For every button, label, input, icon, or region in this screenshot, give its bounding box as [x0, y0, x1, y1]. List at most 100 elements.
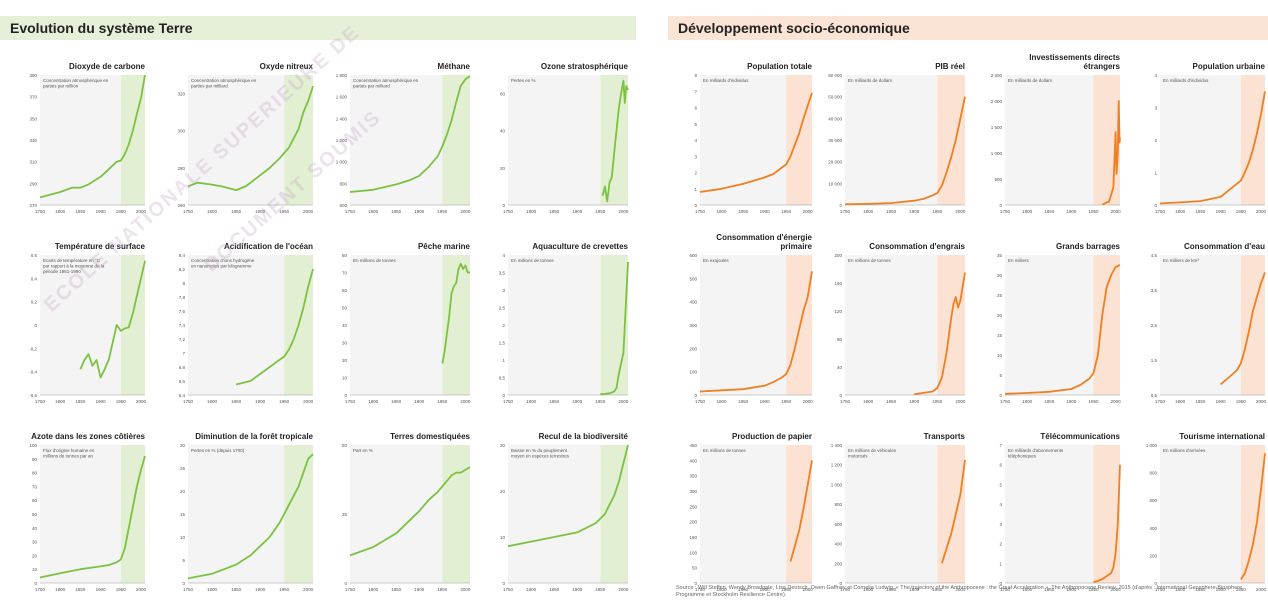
x-tick-label: 1850 [738, 587, 749, 592]
y-tick-label: 4 [694, 138, 697, 143]
x-tick-label: 1950 [1236, 399, 1247, 404]
y-tick-label: 450 [689, 443, 697, 448]
acceleration-band [600, 75, 628, 205]
x-tick-label: 2000 [803, 399, 814, 404]
x-tick-label: 2000 [460, 399, 471, 404]
y-tick-label: 0,5 [499, 376, 506, 381]
plot-background [1005, 445, 1094, 583]
y-tick-label: 1 800 [336, 73, 348, 78]
plot-background [1160, 75, 1241, 205]
y-tick-label: 150 [689, 535, 697, 540]
x-tick-label: 1950 [116, 209, 127, 214]
y-tick-label: 3,5 [499, 271, 506, 276]
x-tick-label: 2000 [1111, 587, 1122, 592]
y-tick-label: 400 [689, 300, 697, 305]
x-tick-label: 1950 [595, 587, 606, 592]
y-tick-label: 390 [29, 73, 37, 78]
acceleration-band [1093, 255, 1120, 395]
y-tick-label: 0 [999, 581, 1002, 586]
x-tick-label: 1900 [255, 209, 266, 214]
y-tick-label: 0,5 [1151, 393, 1158, 398]
x-tick-label: 2000 [303, 399, 314, 404]
x-tick-label: 1800 [863, 587, 874, 592]
plot-background [508, 75, 601, 205]
chart-panel: -0,6 -0,4 -0,2 0 0,2 0,4 0,6 1750 1800 1850 1900 19… [29, 242, 146, 404]
x-tick-label: 1950 [437, 399, 448, 404]
plot-background [700, 255, 787, 395]
y-tick-label: 120 [834, 309, 842, 314]
x-tick-label: 1750 [1155, 209, 1166, 214]
y-tick-label: 0 [1154, 581, 1157, 586]
x-tick-label: 2000 [303, 587, 314, 592]
y-tick-label: 20 [500, 489, 506, 494]
y-tick-label: 20 [997, 313, 1003, 318]
x-tick-label: 1750 [183, 399, 194, 404]
x-tick-label: 1750 [183, 587, 194, 592]
acceleration-band [284, 445, 313, 583]
x-tick-label: 2000 [955, 399, 966, 404]
series-line [187, 85, 314, 192]
y-tick-label: 40 [837, 365, 843, 370]
x-tick-label: 1850 [738, 209, 749, 214]
series-line [1101, 100, 1121, 206]
x-tick-label: 2000 [955, 587, 966, 592]
chart-panel: 270 290 310 330 350 370 390 1750 1800 1850 1900 195… [29, 62, 146, 214]
y-tick-label: 4 [1154, 73, 1157, 78]
chart-unit-note: En exajoules [703, 258, 730, 263]
series-line [789, 460, 813, 562]
plot-background [40, 255, 121, 395]
y-tick-label: 10 [500, 535, 506, 540]
chart-title: Ozone stratosphérique [541, 62, 629, 71]
chart-title: Température de surface [55, 242, 146, 251]
chart-panel: 0,5 1,5 2,5 3,5 4,5 1750 1800 1850 1900 1950 2000 C… [1151, 242, 1267, 404]
y-tick-label: 70 [342, 271, 348, 276]
acceleration-band [786, 255, 812, 395]
y-tick-label: 80 [837, 337, 843, 342]
x-tick-label: 1750 [695, 587, 706, 592]
plot-background [1005, 75, 1094, 205]
x-tick-label: 1800 [526, 209, 537, 214]
x-tick-label: 1900 [572, 209, 583, 214]
acceleration-band [442, 75, 470, 205]
y-tick-label: 5 [694, 122, 697, 127]
x-tick-label: 1900 [909, 399, 920, 404]
chart-panel: 0 200 400 600 800 1 000 1750 1800 1850 1900 1950 20… [1146, 432, 1267, 592]
y-tick-label: 200 [689, 520, 697, 525]
x-tick-label: 1950 [279, 399, 290, 404]
y-tick-label: 8 [694, 73, 697, 78]
series-line [79, 260, 146, 379]
x-tick-label: 1850 [391, 587, 402, 592]
y-tick-label: 6 [694, 106, 697, 111]
y-tick-label: 5 [999, 373, 1002, 378]
section-title-socio: Développement socio-économique [678, 20, 910, 36]
y-tick-label: 0,2 [31, 300, 38, 305]
series-line [699, 271, 813, 393]
x-tick-label: 1750 [35, 399, 46, 404]
chart-title: Acidification de l'océan [224, 242, 313, 251]
series-line [601, 79, 629, 203]
y-tick-label: 350 [29, 116, 37, 121]
y-tick-label: 300 [689, 323, 697, 328]
acceleration-band [937, 445, 965, 583]
y-tick-label: 15 [997, 333, 1003, 338]
chart-panel: 0 5 10 15 20 25 30 35 1750 1800 1850 1900 1950 2000 Gr… [997, 242, 1121, 404]
y-tick-label: 20 [32, 553, 38, 558]
x-tick-label: 2000 [618, 399, 629, 404]
x-tick-label: 1800 [717, 209, 728, 214]
plot-background [845, 445, 938, 583]
plot-background [40, 75, 121, 205]
x-tick-label: 1850 [391, 399, 402, 404]
y-tick-label: 7,6 [179, 309, 186, 314]
y-tick-label: 4,5 [1151, 253, 1158, 258]
x-tick-label: 1950 [781, 399, 792, 404]
x-tick-label: 1850 [75, 587, 86, 592]
y-tick-label: 4 [502, 253, 505, 258]
x-tick-label: 1800 [1175, 587, 1186, 592]
y-tick-label: 3 [694, 154, 697, 159]
y-tick-label: 8 [182, 281, 185, 286]
section-title-earth: Evolution du système Terre [10, 20, 193, 36]
series-line [39, 455, 146, 579]
y-tick-label: 200 [834, 561, 842, 566]
acceleration-band [1240, 445, 1265, 583]
y-tick-label: 400 [1149, 526, 1157, 531]
